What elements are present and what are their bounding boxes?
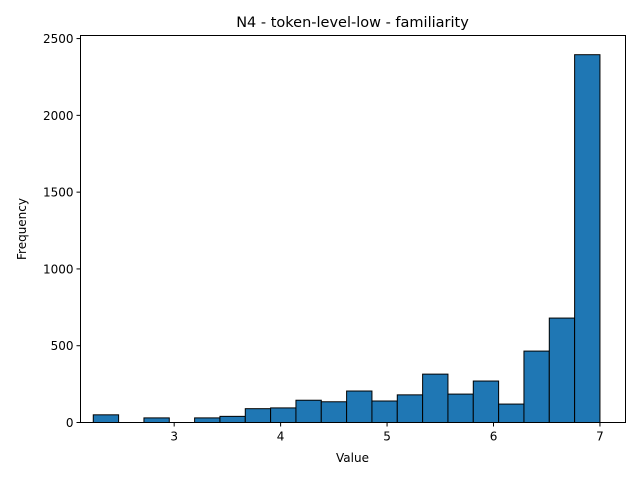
- x-tick-label: 4: [277, 430, 285, 444]
- histogram-bar-18: [548, 317, 576, 424]
- histogram-bar-15: [472, 380, 500, 423]
- chart-title: N4 - token-level-low - familiarity: [236, 15, 469, 31]
- histogram-bar-19: [574, 54, 601, 423]
- x-axis-ticks: 3 4 5 6 7: [170, 422, 604, 444]
- histogram-bar-14: [447, 393, 474, 424]
- x-tick-label: 6: [490, 430, 498, 444]
- histogram-bar-5: [219, 415, 246, 424]
- x-tick-label: 3: [170, 430, 178, 444]
- y-tick-label: 2000: [43, 109, 74, 123]
- histogram-bar-9: [320, 401, 348, 423]
- plot-frame: [80, 35, 626, 423]
- histogram-bar-8: [295, 399, 322, 424]
- histogram-bar-7: [270, 407, 297, 423]
- y-tick-label: 2500: [43, 32, 74, 46]
- y-tick-label: 500: [51, 339, 74, 353]
- histogram-bar-12: [396, 394, 424, 424]
- x-tick-label: 7: [596, 430, 604, 444]
- x-axis-label: Value: [336, 451, 369, 465]
- histogram-bar-6: [244, 408, 272, 423]
- histogram-bar-4: [194, 417, 221, 423]
- y-tick-label: 1500: [43, 186, 74, 200]
- y-tick-label: 0: [66, 416, 74, 430]
- y-tick-label: 1000: [43, 262, 74, 276]
- histogram-bar-11: [371, 400, 398, 423]
- x-tick-label: 5: [383, 430, 391, 444]
- histogram-bar-13: [422, 373, 449, 423]
- histogram-bar-0: [92, 414, 120, 424]
- histogram-bar-2: [143, 417, 170, 423]
- histogram-bar-10: [346, 390, 373, 423]
- bars-group: [92, 54, 601, 424]
- y-axis-ticks: 0 500 1000 1500 2000 2500: [43, 32, 81, 430]
- histogram-bar-16: [498, 403, 525, 424]
- y-axis-label: Frequency: [15, 198, 29, 260]
- histogram-bar-17: [523, 350, 550, 424]
